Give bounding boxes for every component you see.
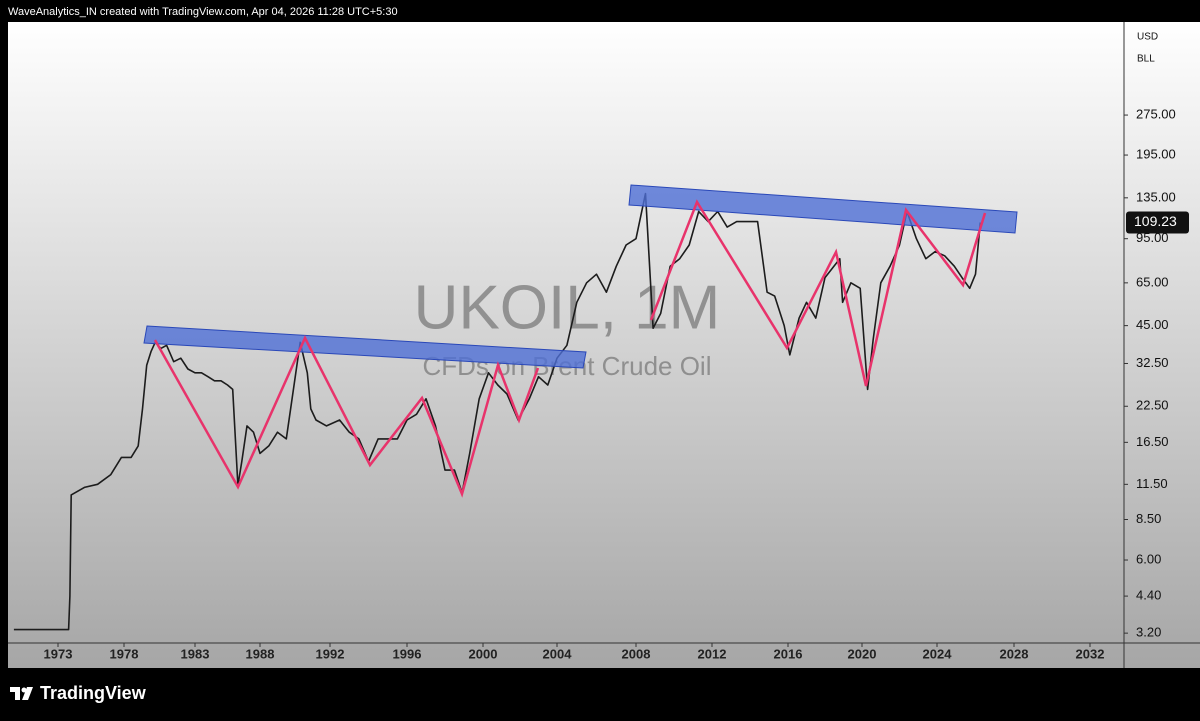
price-line xyxy=(13,192,982,631)
x-tick-label: 2004 xyxy=(543,646,573,661)
y-tick-label: 16.50 xyxy=(1136,434,1169,449)
last-price-label: 109.23 xyxy=(1134,213,1177,229)
resistance-zone xyxy=(143,325,587,369)
y-tick-label: 8.50 xyxy=(1136,511,1161,526)
x-tick-label: 2012 xyxy=(698,646,727,661)
plot xyxy=(13,192,982,631)
y-tick-label: 135.00 xyxy=(1136,189,1176,204)
x-tick-label: 2008 xyxy=(622,646,651,661)
y-tick-label: 22.50 xyxy=(1136,398,1169,413)
x-tick-label: 1992 xyxy=(316,646,345,661)
x-tick-label: 1996 xyxy=(393,646,422,661)
x-tick-label: 2028 xyxy=(1000,646,1029,661)
brand[interactable]: TradingView xyxy=(40,683,147,703)
logo-icon xyxy=(10,687,33,700)
x-tick-label: 1978 xyxy=(110,646,139,661)
y-tick-label: 45.00 xyxy=(1136,317,1169,332)
x-tick-label: 1973 xyxy=(44,646,73,661)
x-tick-label: 2016 xyxy=(774,646,803,661)
resistance-zone xyxy=(628,184,1018,234)
x-tick-label: 1988 xyxy=(246,646,275,661)
last-price-box xyxy=(1126,211,1189,234)
zigzag xyxy=(649,199,987,387)
y-tick-label: 32.50 xyxy=(1136,355,1169,370)
y-tick-label: 11.50 xyxy=(1136,476,1168,491)
header: WaveAnalytics_IN created with TradingVie… xyxy=(8,6,398,18)
logo-dot xyxy=(21,687,27,693)
y-tick-label: 195.00 xyxy=(1136,146,1176,161)
y-tick-label: 4.40 xyxy=(1136,588,1161,603)
y-tick-label: 3.20 xyxy=(1136,625,1161,640)
currency: USD xyxy=(1137,32,1158,43)
zigzag xyxy=(153,335,540,498)
x-tick-label: 2020 xyxy=(848,646,877,661)
logo: TradingView xyxy=(10,683,147,703)
y-tick-label: 65.00 xyxy=(1136,274,1169,289)
y-tick-label: 6.00 xyxy=(1136,551,1161,566)
x-tick-label: 2000 xyxy=(469,646,498,661)
watermark-symbol: UKOIL, 1M xyxy=(414,273,721,342)
y-tick-label: 95.00 xyxy=(1136,230,1169,245)
unit: BLL xyxy=(1137,54,1155,65)
x-tick-label: 2032 xyxy=(1076,646,1105,661)
x-tick-label: 1983 xyxy=(181,646,210,661)
drawings xyxy=(143,184,1018,498)
x-tick-label: 2024 xyxy=(923,646,953,661)
y-tick-label: 275.00 xyxy=(1136,106,1176,121)
